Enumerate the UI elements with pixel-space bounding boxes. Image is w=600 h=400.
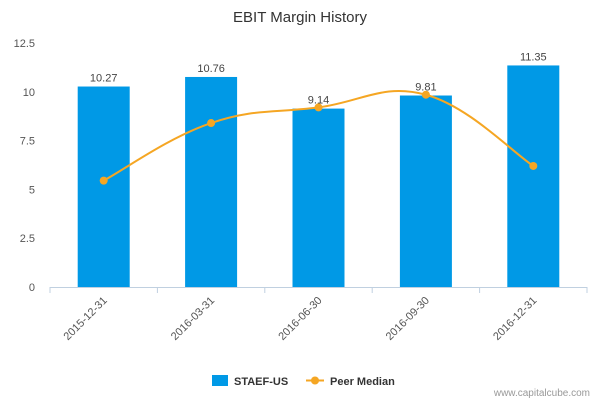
legend-swatch-staef	[212, 375, 228, 386]
peer-median-series	[99, 90, 538, 185]
credit-text: www.capitalcube.com	[493, 388, 590, 399]
bar-data-labels: 10.27 10.76 9.14 9.81 11.35	[90, 51, 547, 106]
peer-median-point	[207, 119, 216, 128]
x-tick-label: 2016-03-31	[169, 295, 217, 343]
bar-series	[77, 65, 560, 288]
y-tick-label: 10	[23, 87, 35, 99]
bar	[185, 76, 238, 287]
legend-swatch-peer-marker	[311, 376, 319, 385]
bar	[507, 65, 560, 287]
bar-data-label: 9.14	[308, 95, 329, 107]
x-tick-label: 2016-09-30	[384, 295, 432, 343]
bar	[292, 108, 345, 288]
peer-median-point	[314, 103, 323, 112]
y-tick-label: 2.5	[20, 233, 35, 245]
bar	[399, 95, 452, 288]
legend-label-peer-median: Peer Median	[330, 376, 395, 388]
x-tick-label: 2015-12-31	[62, 295, 110, 343]
x-tick-label: 2016-06-30	[276, 295, 324, 343]
y-tick-label: 12.5	[14, 38, 35, 50]
bar-data-label: 9.81	[415, 82, 436, 94]
peer-median-point	[529, 161, 538, 170]
bar-data-label: 11.35	[520, 51, 547, 63]
bar	[77, 86, 130, 287]
legend-label-staef: STAEF-US	[234, 376, 288, 388]
y-tick-label: 5	[29, 184, 35, 196]
y-tick-label: 7.5	[20, 136, 35, 148]
peer-median-point	[421, 90, 430, 99]
x-tick-label: 2016-12-31	[491, 295, 539, 343]
peer-median-point	[99, 176, 108, 185]
bar-data-label: 10.27	[90, 73, 118, 85]
legend: STAEF-US Peer Median	[212, 375, 395, 388]
chart-title: EBIT Margin History	[233, 9, 367, 26]
bar-data-label: 10.76	[197, 63, 225, 75]
y-tick-label: 0	[29, 282, 35, 294]
